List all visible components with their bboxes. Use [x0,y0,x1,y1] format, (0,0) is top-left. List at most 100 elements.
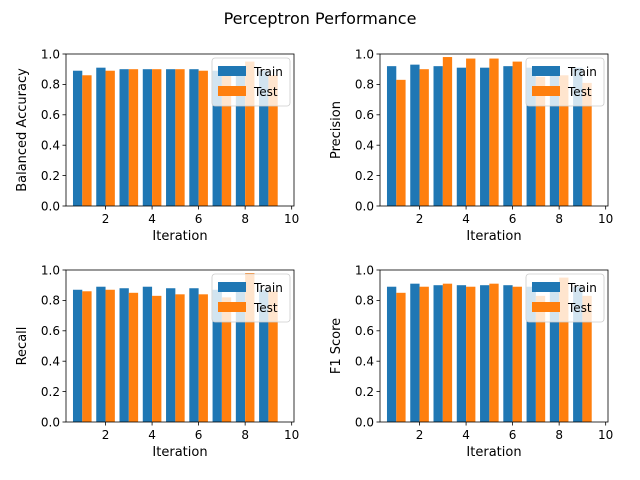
legend-label-test: Test [253,85,278,99]
bar-test-2 [419,286,429,422]
y-axis-label: Precision [329,101,344,159]
bar-train-4 [456,285,467,422]
bar-train-5 [480,67,490,207]
legend-swatch-train [532,282,560,292]
bar-train-2 [96,286,106,422]
legend-label-train: Train [253,281,283,295]
bar-test-5 [489,283,499,422]
bar-test-7 [221,297,232,422]
y-tick-label: 0.8 [355,78,374,92]
x-tick-label: 8 [241,428,249,442]
bar-train-3 [119,288,129,422]
bar-train-9 [573,286,583,422]
bar-train-9 [573,67,583,207]
bar-train-3 [433,66,443,206]
subplot-1: 2 4 6 8 10 0.0 0.2 0.4 0.6 0.8 1.0 Iteration Balance… [15,47,299,244]
y-axis-label: F1 Score [329,318,344,374]
bar-test-9 [268,291,278,422]
bar-train-3 [119,69,129,206]
y-axis-label: Balanced Accuracy [15,68,30,192]
bar-train-2 [96,67,106,207]
bar-train-4 [456,67,467,207]
legend-swatch-test [532,86,560,96]
x-tick-label: 8 [555,212,563,226]
y-tick-label: 0.6 [41,324,60,338]
legend: Train Test [211,273,291,323]
bar-train-9 [259,289,269,422]
x-tick-label: 8 [241,212,249,226]
bar-test-4 [152,295,162,422]
bar-test-2 [419,69,429,206]
x-axis-label: Iteration [152,445,207,460]
x-axis-label: Iteration [466,445,521,460]
legend: Train Test [211,57,291,107]
bar-test-7 [535,295,546,422]
legend: Train Test [525,273,605,323]
subplot-3: 2 4 6 8 10 0.0 0.2 0.4 0.6 0.8 1.0 Iteration Recall T… [15,263,299,460]
bar-test-8 [559,277,569,422]
bar-train-1 [386,66,397,206]
bar-test-1 [396,79,406,206]
x-tick-label: 2 [416,212,424,226]
x-tick-label: 10 [284,212,299,226]
y-tick-label: 0.8 [41,78,60,92]
bar-train-7 [212,70,222,206]
bar-train-1 [72,289,83,422]
bar-train-5 [166,69,176,206]
bar-test-6 [198,70,208,206]
axes-frame [379,53,609,207]
bar-test-4 [466,286,476,422]
legend-label-train: Train [567,65,597,79]
bar-train-6 [503,285,513,422]
axes-frame [379,269,609,423]
bar-test-3 [442,57,453,206]
bar-test-9 [582,295,592,422]
bar-test-6 [198,294,208,422]
x-tick-label: 2 [102,212,110,226]
y-tick-label: 0.4 [355,355,374,369]
x-tick-label: 6 [509,428,517,442]
y-tick-label: 1.0 [41,47,60,61]
bar-test-5 [175,294,185,422]
bar-train-7 [212,289,222,422]
y-tick-label: 0.6 [355,324,374,338]
x-tick-label: 10 [598,428,613,442]
x-tick-label: 6 [509,212,517,226]
bar-test-6 [512,286,522,422]
bar-test-2 [105,289,115,422]
bar-test-3 [442,283,453,422]
y-tick-label: 1.0 [355,47,374,61]
x-tick-label: 10 [284,428,299,442]
bar-train-8 [549,288,560,422]
y-tick-label: 0.0 [41,199,60,213]
bar-test-8 [245,61,255,206]
bar-train-1 [386,286,397,422]
legend-label-test: Test [253,301,278,315]
bar-train-5 [480,285,490,422]
axes-frame [65,269,295,423]
legend-swatch-train [532,66,560,76]
bar-train-2 [410,283,420,422]
x-tick-label: 2 [416,428,424,442]
bar-train-6 [503,66,513,206]
y-tick-label: 1.0 [41,263,60,277]
bar-train-6 [189,69,199,206]
bar-train-8 [235,288,246,422]
bar-test-7 [221,75,232,206]
x-tick-label: 4 [148,428,156,442]
x-tick-label: 4 [462,212,470,226]
legend-swatch-test [532,302,560,312]
y-axis-label: Recall [15,327,30,366]
bar-train-8 [549,69,560,206]
bar-test-3 [128,69,139,206]
bar-train-8 [235,69,246,206]
bar-test-9 [268,75,278,206]
bar-train-3 [433,285,443,422]
bar-train-5 [166,288,176,422]
y-tick-label: 0.6 [355,108,374,122]
legend-swatch-test [218,302,246,312]
bar-test-4 [466,58,476,207]
bar-test-8 [559,75,569,206]
legend-swatch-test [218,86,246,96]
bar-test-1 [82,75,92,206]
